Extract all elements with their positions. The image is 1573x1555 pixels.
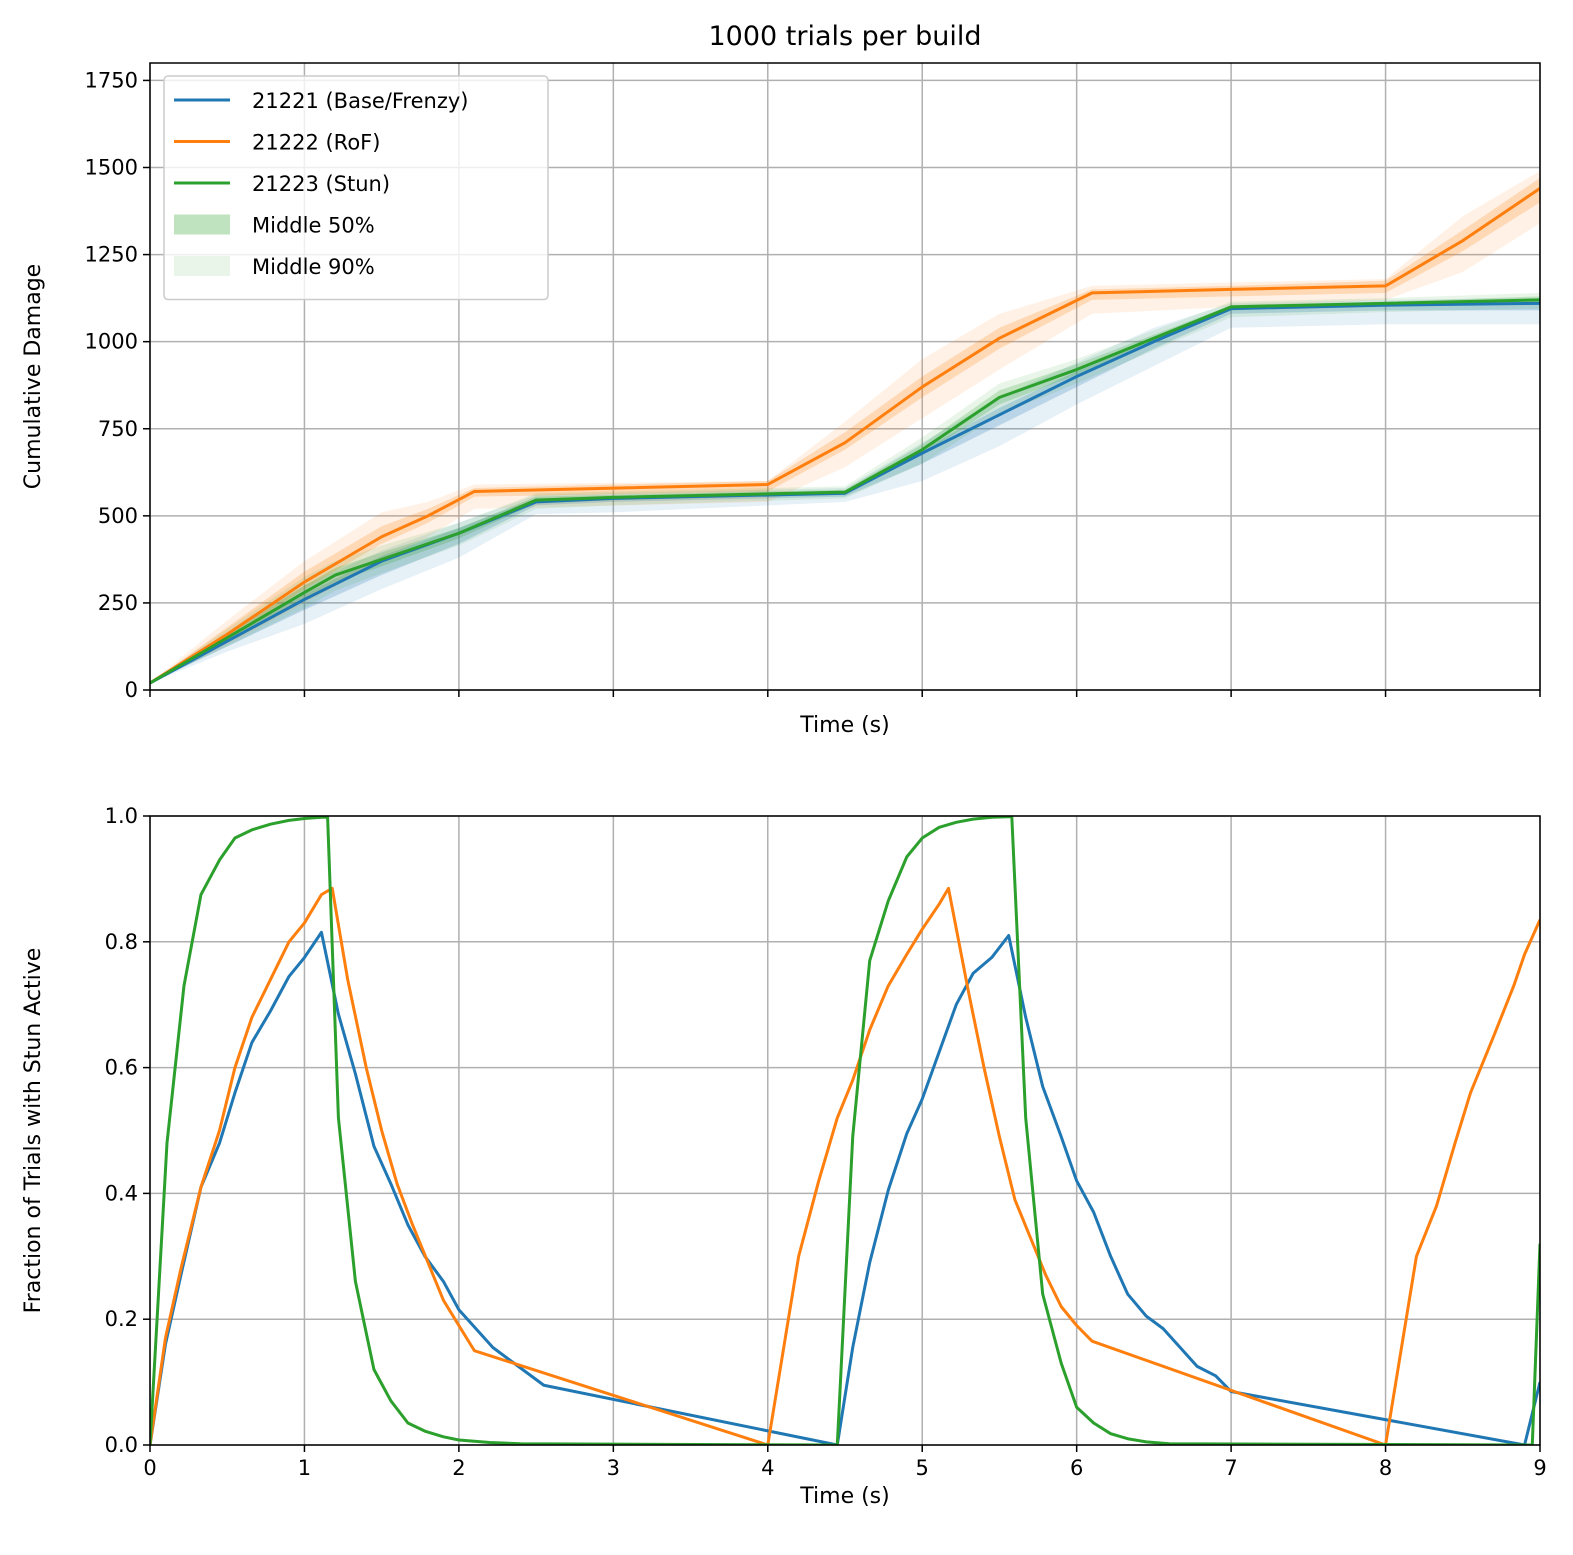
y-tick-label: 1250 xyxy=(85,243,138,267)
legend-label: Middle 90% xyxy=(252,255,375,279)
x-tick-label: 9 xyxy=(1533,1456,1546,1480)
plot-frame xyxy=(149,62,1541,691)
y-tick-label: 0.4 xyxy=(105,1181,138,1205)
legend-item: Middle 90% xyxy=(174,255,375,279)
y-tick-label: 1750 xyxy=(85,68,138,92)
plot-area xyxy=(150,170,1540,685)
middle-90-band-21222 xyxy=(150,170,1540,684)
legend-item: Middle 50% xyxy=(174,214,375,238)
y-tick-label: 0.0 xyxy=(105,1433,138,1457)
y-tick-label: 0.2 xyxy=(105,1307,138,1331)
middle-90-band-21223 xyxy=(150,292,1540,684)
chart-title: 1000 trials per build xyxy=(708,21,981,52)
x-tick-label: 6 xyxy=(1070,1456,1083,1480)
bottom-chart-panel: 0 1 2 3 4 5 6 7 8 9 0.0 0.2 0.4 0.6 0.8 1.0 Time (s) Frac… xyxy=(21,804,1547,1509)
top-chart-panel: 0 250 500 750 1000 1250 1500 1750 Time (s) Cumula… xyxy=(21,21,1541,738)
legend-item: 21221 (Base/Frenzy) xyxy=(174,89,468,113)
legend-item: 21223 (Stun) xyxy=(174,172,390,196)
x-tick-label: 4 xyxy=(761,1456,774,1480)
y-axis-label: Cumulative Damage xyxy=(21,264,46,489)
y-tick-label: 1000 xyxy=(85,330,138,354)
plot-frame xyxy=(149,815,1541,1446)
series-line-21222 xyxy=(150,187,1540,685)
y-tick-label: 750 xyxy=(98,417,138,441)
x-axis-label: Time (s) xyxy=(799,1484,889,1509)
y-tick-label: 250 xyxy=(98,591,138,615)
x-tick-label: 0 xyxy=(143,1456,156,1480)
x-tick-label: 5 xyxy=(916,1456,929,1480)
legend-label: Middle 50% xyxy=(252,214,375,238)
x-tick-label: 1 xyxy=(298,1456,311,1480)
legend-band50-swatch xyxy=(174,214,230,235)
legend-band90-swatch xyxy=(174,256,230,276)
y-tick-label: 0.8 xyxy=(105,930,138,954)
y-tick-label: 500 xyxy=(98,504,138,528)
legend-label: 21222 (RoF) xyxy=(252,131,380,155)
series-line-21222 xyxy=(150,886,1540,1445)
series-line-21221 xyxy=(150,930,1540,1445)
legend-box xyxy=(163,75,549,301)
x-tick-label: 8 xyxy=(1379,1456,1392,1480)
plot-area xyxy=(150,816,1540,1445)
x-axis-label: Time (s) xyxy=(799,713,889,738)
series-line-21223 xyxy=(150,298,1540,685)
y-tick-label: 1.0 xyxy=(105,804,138,828)
y-tick-label: 0 xyxy=(125,678,138,702)
y-axis-label: Fraction of Trials with Stun Active xyxy=(21,948,46,1314)
series-line-21223 xyxy=(150,816,1540,1445)
legend: 21221 (Base/Frenzy) 21222 (RoF) 21223 (Stu… xyxy=(163,75,549,301)
x-tick-label: 2 xyxy=(452,1456,465,1480)
legend-label: 21221 (Base/Frenzy) xyxy=(252,89,468,113)
legend-label: 21223 (Stun) xyxy=(252,172,390,196)
x-tick-label: 3 xyxy=(607,1456,620,1480)
y-tick-label: 0.6 xyxy=(105,1056,138,1080)
y-tick-label: 1500 xyxy=(85,156,138,180)
legend-item: 21222 (RoF) xyxy=(174,131,380,155)
x-tick-label: 7 xyxy=(1224,1456,1237,1480)
